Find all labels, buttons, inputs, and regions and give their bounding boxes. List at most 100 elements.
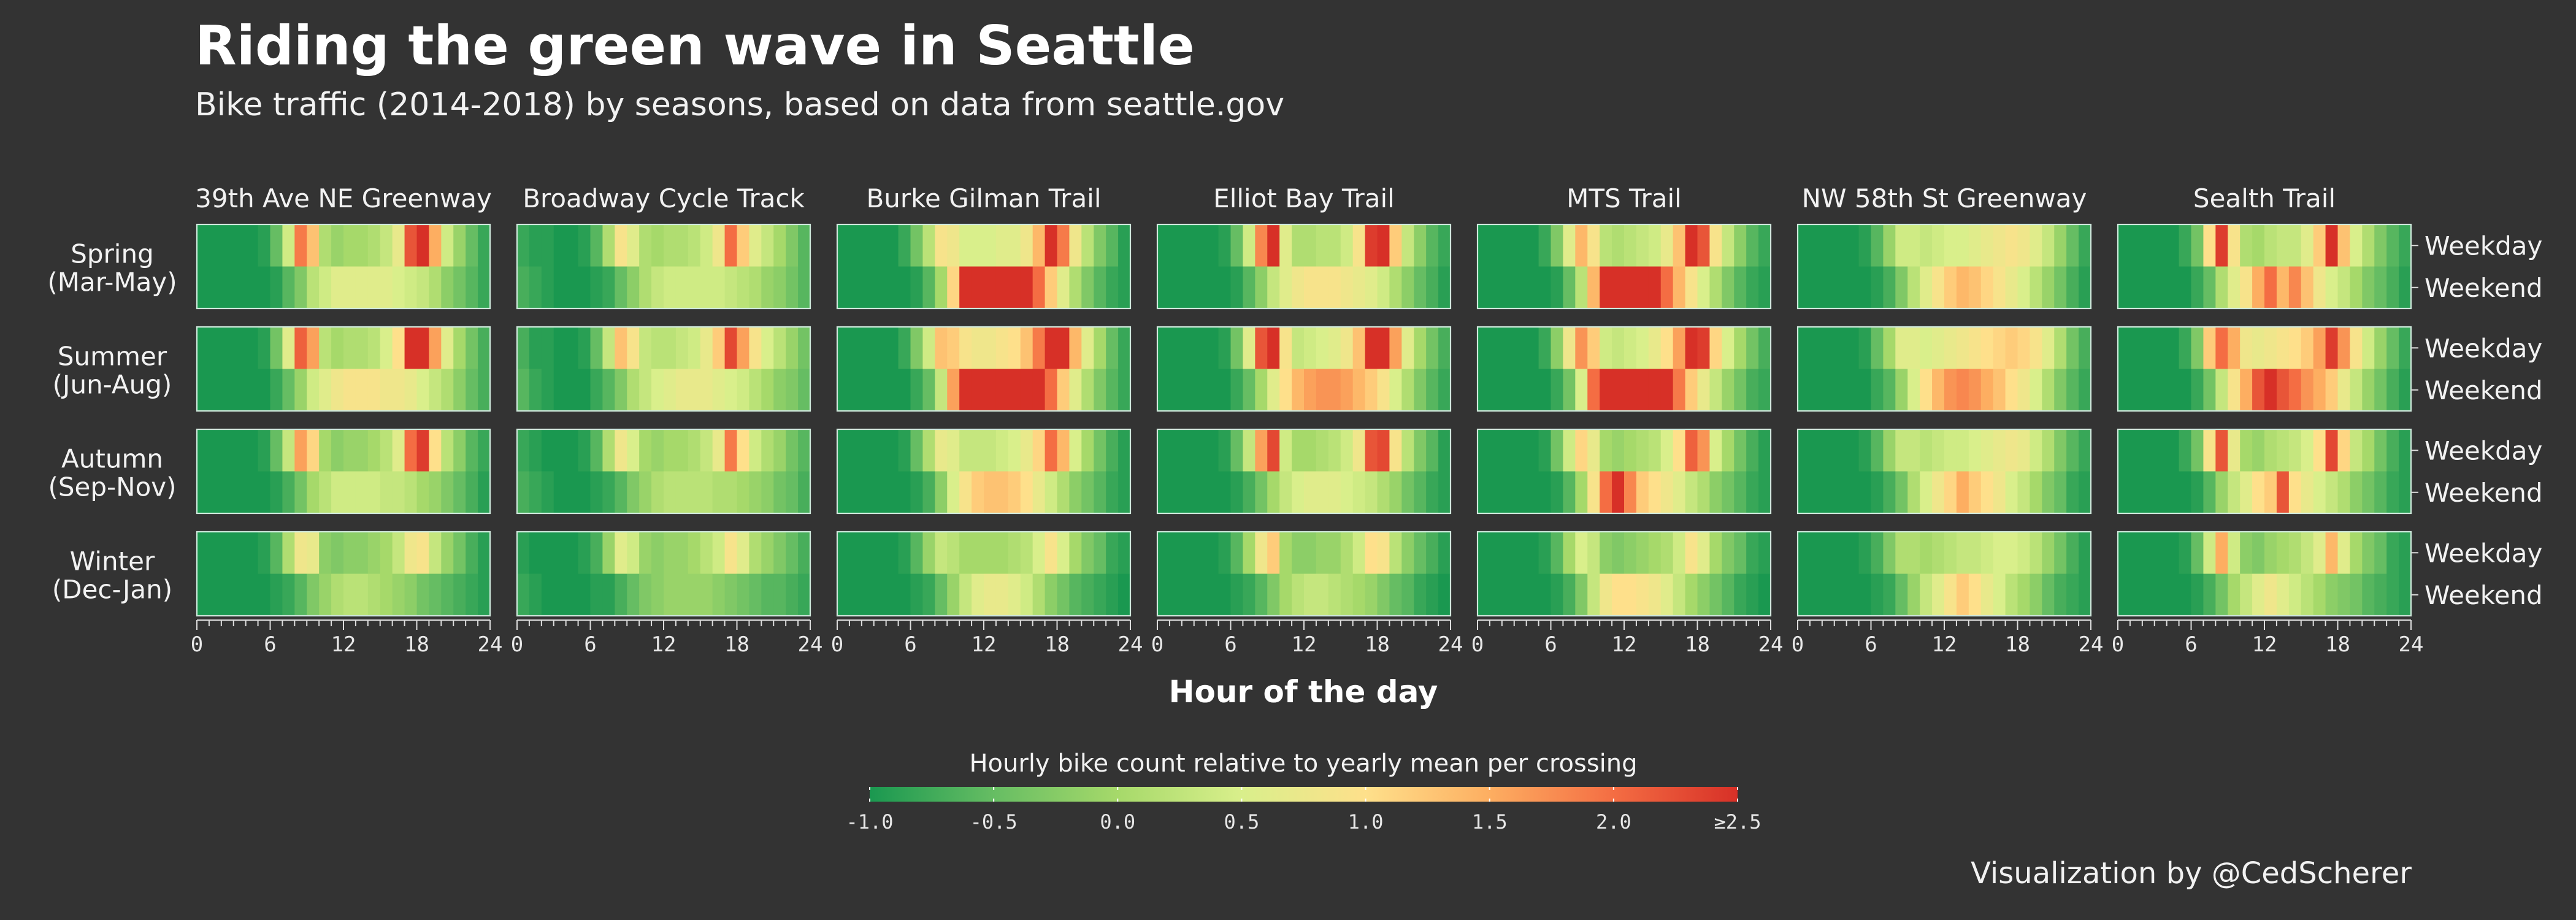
heatmap-cell — [849, 429, 862, 472]
heatmap-cell — [1980, 429, 1994, 472]
heatmap-cell — [466, 573, 478, 616]
heatmap-cell — [1709, 429, 1722, 472]
heatmap-cell — [1081, 369, 1094, 412]
heatmap-cell — [1697, 532, 1711, 575]
heatmap-cell — [1057, 266, 1070, 309]
x-tick-label: 0 — [831, 632, 843, 657]
heatmap-cell — [1834, 429, 1847, 472]
heatmap-elliot-bay-trail-summer — [1157, 327, 1451, 412]
heatmap-cell — [2374, 266, 2387, 309]
heatmap-cell — [1514, 471, 1527, 514]
season-months: (Dec-Jan) — [52, 575, 172, 605]
heatmap-cell — [639, 224, 652, 267]
heatmap-cell — [1292, 224, 1305, 267]
heatmap-cell — [1377, 532, 1390, 575]
heatmap-cell — [2179, 573, 2192, 616]
heatmap-cell — [578, 266, 591, 309]
legend-tick-label: -0.5 — [970, 810, 1018, 834]
heatmap-cell — [331, 573, 344, 616]
heatmap-cell — [2337, 266, 2351, 309]
heatmap-cell — [1514, 327, 1527, 370]
heatmap-cell — [639, 471, 652, 514]
heatmap-cell — [367, 471, 381, 514]
heatmap-cell — [2276, 532, 2290, 575]
heatmap-cell — [1501, 429, 1515, 472]
heatmap-cell — [331, 532, 344, 575]
heatmap-cell — [1980, 224, 1994, 267]
heatmap-cell — [1352, 573, 1366, 616]
heatmap-cell — [2166, 429, 2180, 472]
heatmap-cell — [1181, 369, 1195, 412]
heatmap-cell — [786, 532, 799, 575]
heatmap-cell — [1944, 471, 1957, 514]
heatmap-cell — [1328, 327, 1341, 370]
heatmap-cell — [798, 327, 811, 370]
heatmap-cell — [258, 471, 271, 514]
heatmap-cell — [209, 369, 222, 412]
heatmap-cell — [602, 224, 615, 267]
heatmap-cell — [380, 471, 393, 514]
heatmap-cell — [1660, 573, 1674, 616]
heatmap-cell — [2228, 573, 2241, 616]
heatmap-cell — [1834, 266, 1847, 309]
heatmap-cell — [873, 369, 887, 412]
heatmap-cell — [2118, 266, 2131, 309]
heatmap-cell — [861, 224, 875, 267]
heatmap-cell — [2066, 573, 2079, 616]
heatmap-cell — [2017, 327, 2031, 370]
heatmap-cell — [1514, 266, 1527, 309]
heatmap-cell — [1304, 429, 1317, 472]
heatmap-cell — [873, 573, 887, 616]
heatmap-cell — [1008, 327, 1021, 370]
heatmap-cell — [2325, 369, 2339, 412]
heatmap-cell — [1734, 266, 1747, 309]
heatmap-cell — [761, 266, 774, 309]
heatmap-cell — [1489, 429, 1503, 472]
heatmap-cell — [910, 327, 924, 370]
heatmap-cell — [995, 369, 1009, 412]
heatmap-cell — [2042, 471, 2055, 514]
heatmap-cell — [1377, 429, 1390, 472]
heatmap-cell — [1685, 327, 1698, 370]
heatmap-cell — [935, 266, 948, 309]
heatmap-cell — [416, 266, 430, 309]
heatmap-cell — [798, 573, 811, 616]
heatmap-cell — [1501, 327, 1515, 370]
heatmap-cell — [1230, 327, 1244, 370]
heatmap-cell — [849, 532, 862, 575]
heatmap-cell — [664, 369, 677, 412]
x-tick-label: 12 — [331, 632, 356, 657]
heatmap-cell — [578, 224, 591, 267]
heatmap-cell — [2142, 573, 2155, 616]
heatmap-cell — [1106, 327, 1119, 370]
heatmap-cell — [2374, 532, 2387, 575]
heatmap-cell — [1538, 369, 1552, 412]
heatmap-cell — [1081, 224, 1094, 267]
heatmap-cell — [2301, 471, 2314, 514]
heatmap-cell — [1612, 369, 1625, 412]
heatmap-cell — [1279, 224, 1292, 267]
heatmap-cell — [1846, 429, 1860, 472]
heatmap-cell — [922, 224, 935, 267]
heatmap-cell — [258, 429, 271, 472]
heatmap-cell — [590, 573, 604, 616]
heatmap-cell — [307, 573, 320, 616]
heatmap-cell — [1538, 266, 1552, 309]
heatmap-cell — [1526, 369, 1539, 412]
heatmap-cell — [1575, 573, 1588, 616]
heatmap-cell — [1267, 327, 1280, 370]
heatmap-cell — [270, 532, 283, 575]
heatmap-cell — [995, 532, 1009, 575]
heatmap-cell — [675, 266, 689, 309]
heatmap-cell — [1255, 532, 1268, 575]
heatmap-cell — [1181, 532, 1195, 575]
heatmap-cell — [1414, 369, 1427, 412]
heatmap-cell — [2374, 369, 2387, 412]
heatmap-cell — [1020, 573, 1033, 616]
panel-border — [1476, 326, 1772, 412]
heatmap-cell — [1181, 471, 1195, 514]
heatmap-cell — [712, 369, 726, 412]
heatmap-cell — [1489, 327, 1503, 370]
heatmap-cell — [1438, 266, 1451, 309]
heatmap-cell — [529, 369, 542, 412]
